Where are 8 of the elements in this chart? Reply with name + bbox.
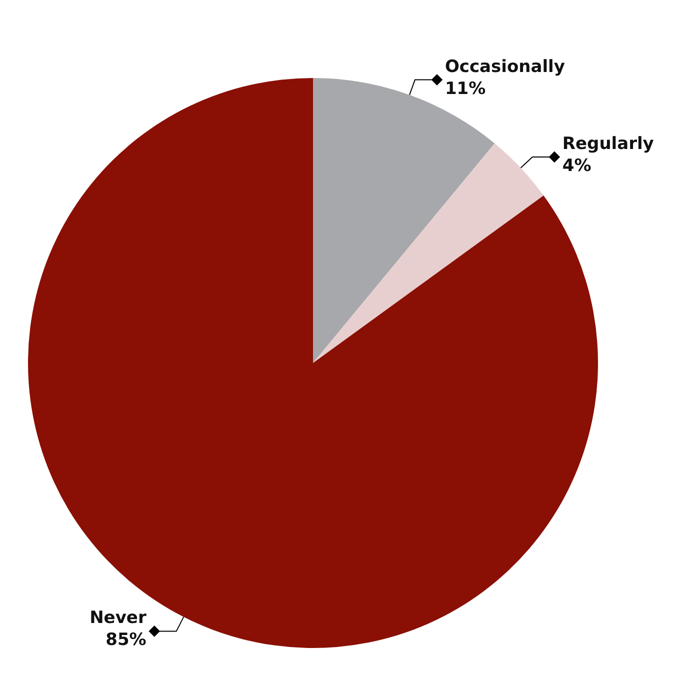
slice-label: Never: [90, 608, 147, 628]
data-label: 4%: [562, 156, 592, 176]
slice-label: Regularly: [562, 134, 654, 154]
slice-label: Occasionally: [444, 56, 565, 77]
data-label: 85%: [106, 630, 146, 650]
pie-slice: [313, 78, 495, 363]
data-label: 11%: [444, 78, 486, 99]
pie-slice: [313, 143, 544, 363]
